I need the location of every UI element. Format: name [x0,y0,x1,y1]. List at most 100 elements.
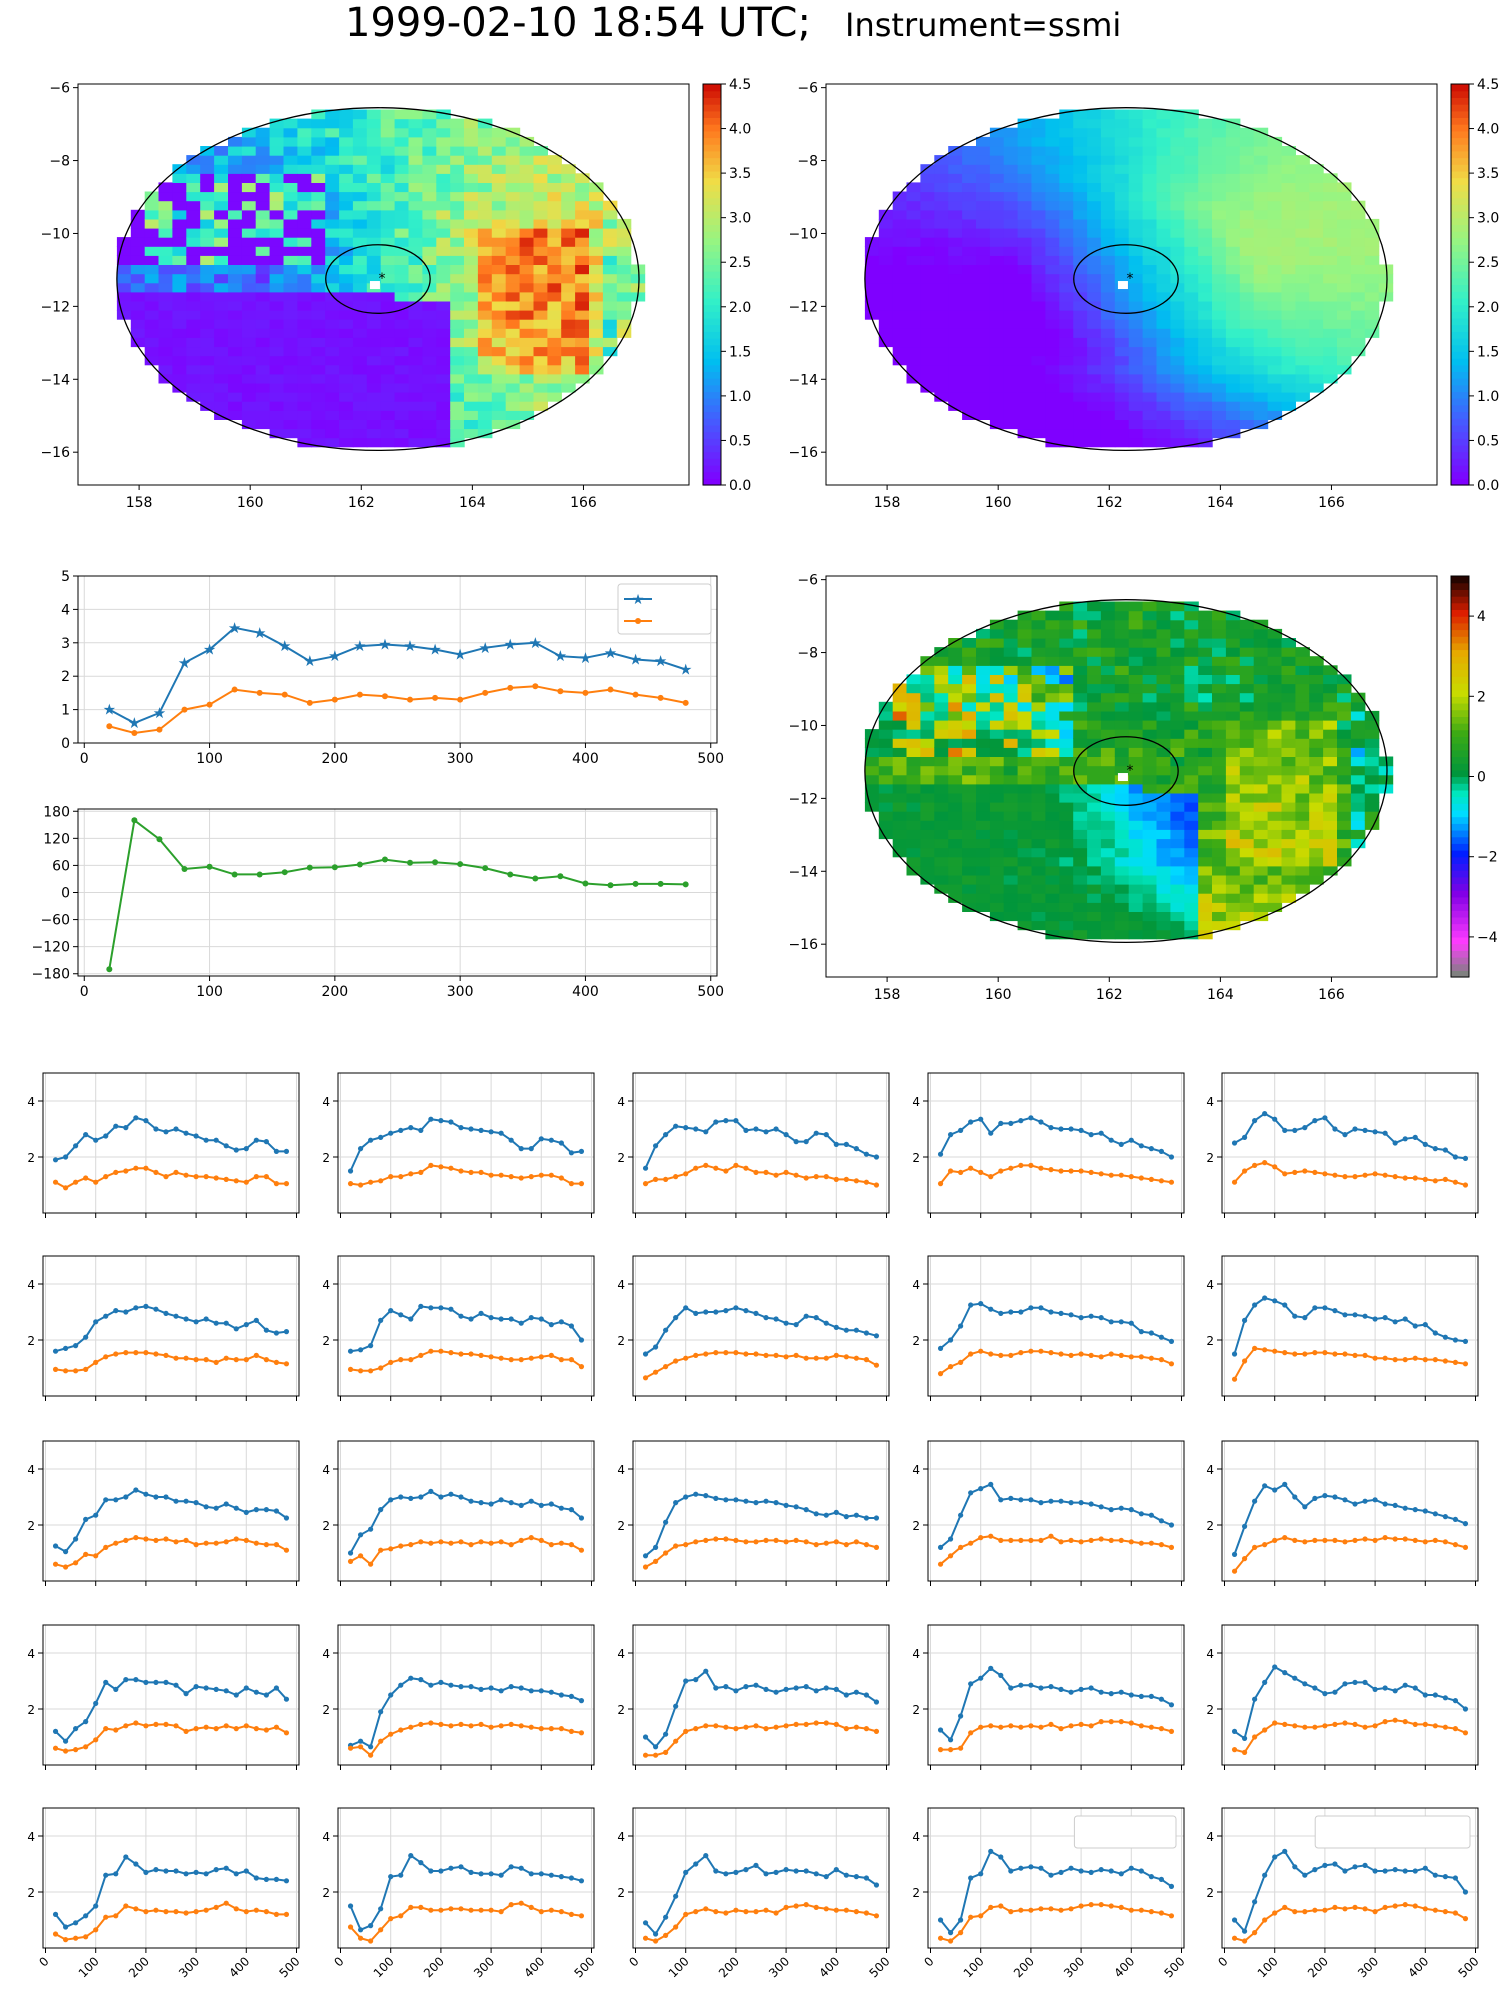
y-tick-label: 4 [322,1278,330,1292]
data-point [1148,1330,1154,1336]
data-point [173,1126,179,1132]
colorbar-segment [703,297,721,306]
map-cell [948,218,963,229]
map-cell [1198,237,1213,247]
data-point [937,1371,944,1377]
map-cell [1045,638,1060,648]
map-cell [1003,282,1019,293]
x-tick-label: 166 [1318,495,1345,511]
map-cell [1198,865,1213,876]
data-point [1292,1351,1298,1357]
map-cell [1253,155,1269,165]
map-cell [477,282,493,293]
map-cell [241,200,257,211]
map-cell [130,264,146,275]
map-cell [1114,246,1130,256]
map-cell [1184,765,1199,776]
map-cell [1128,720,1144,730]
map-cell [1100,173,1116,183]
map-cell [1114,747,1130,757]
y-tick-label: 4 [1206,1463,1214,1477]
data-point [1078,1351,1084,1357]
data-point [723,1168,729,1174]
map-cell [1087,200,1102,211]
data-point [1038,1165,1044,1171]
data-point [183,1537,189,1543]
map-cell [200,328,215,338]
map-cell [1031,182,1046,193]
map-cell [1267,829,1283,840]
map-cell [1225,638,1241,648]
map-cell [1198,164,1213,174]
map-cell [1156,647,1171,657]
map-cell [1309,783,1324,794]
map-cell [948,328,963,338]
map-cell [228,291,243,302]
map-cell [1128,802,1144,812]
map-cell [1323,856,1338,867]
map-cell [1142,410,1158,420]
x-tick-label: 400 [572,984,599,1000]
rain-index-profile-chart: ★★★★★★ ★★★ ★★ ★ ★ ★ ★ ★ ★ ★★ ★ ★ ★ ★ ★0 100 200 300 400 500… [61,569,724,767]
data-point [368,1343,374,1349]
map-cell [1031,720,1046,730]
map-cell [1198,401,1213,411]
map-cell [158,291,173,302]
map-cell [1087,136,1102,147]
map-cell [533,291,548,302]
x-tick-label: 166 [570,495,597,511]
map-cell [1031,364,1046,375]
data-point [1108,1351,1114,1357]
data-point [1098,1315,1104,1321]
map-cell [505,337,521,348]
data-point [143,1118,149,1124]
map-cell [864,792,880,803]
data-point [1412,1134,1418,1140]
map-cell [352,428,368,439]
map-cell [1198,291,1213,302]
map-cell [616,246,632,256]
map-cell [948,720,963,730]
map-cell [976,164,991,174]
data-point [663,1132,669,1138]
map-cell [1059,428,1074,439]
colorbar-segment [703,351,721,359]
rain-map-colorbar [702,83,722,486]
map-cell [1281,884,1296,894]
map-cell [505,319,521,329]
map-cell [283,392,298,402]
data-point [682,881,689,888]
data-point [1382,1355,1388,1361]
map-cell [616,237,632,247]
map-cell [130,209,146,220]
map-cell [1253,820,1269,830]
data-point [468,1542,474,1548]
map-cell [989,392,1005,402]
map-cell [1087,628,1102,639]
data-point [231,686,238,693]
map-cell [1017,738,1033,748]
map-cell [1003,756,1019,767]
map-cell [1128,373,1144,384]
map-cell [1017,756,1033,767]
colorbar-segment [1451,582,1469,590]
map-cell [989,146,1005,156]
map-cell [1142,346,1158,357]
data-point [1312,1305,1318,1311]
map-cell [1253,756,1269,767]
map-cell [1031,856,1046,867]
colorbar-segment [1451,324,1469,332]
map-cell [989,847,1005,858]
map-cell [1267,255,1283,265]
map-cell [1087,920,1102,931]
map-cell [1073,437,1088,448]
map-cell [464,410,479,420]
y-tick-label: 2 [27,1519,35,1533]
map-cell [1337,710,1352,721]
map-cell [864,747,880,757]
map-cell [283,300,298,311]
map-cell [339,146,354,156]
map-cell [547,328,562,338]
map-cell [505,164,521,174]
map-cell [1100,674,1116,685]
